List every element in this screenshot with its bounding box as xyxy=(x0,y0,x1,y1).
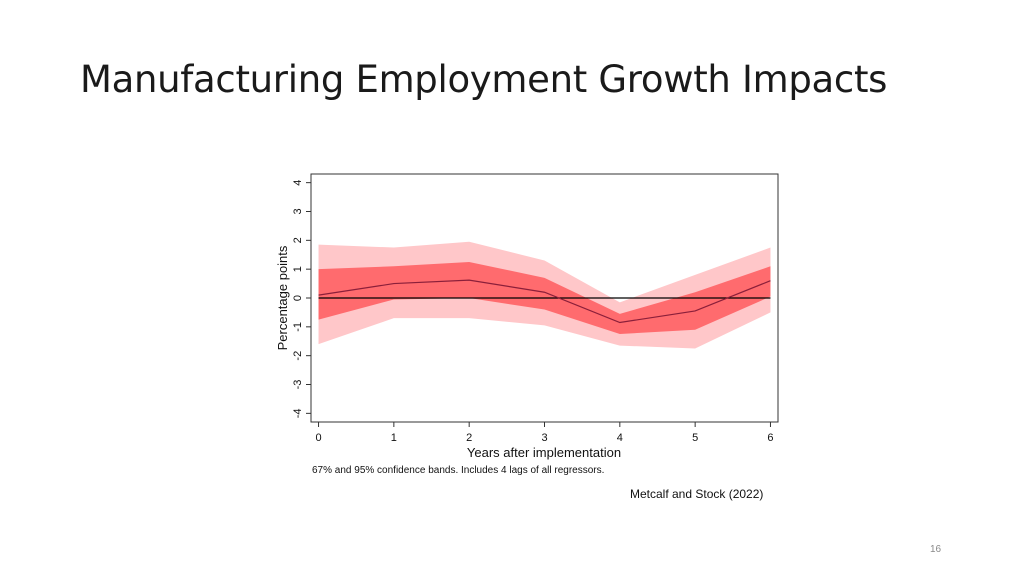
x-tick-label: 4 xyxy=(617,432,623,444)
confidence-bands xyxy=(318,241,771,349)
y-tick-label: 4 xyxy=(292,180,304,186)
x-axis-label: Years after implementation xyxy=(467,445,621,460)
source-citation: Metcalf and Stock (2022) xyxy=(630,487,764,501)
x-tick-label: 0 xyxy=(315,432,321,444)
x-tick-label: 2 xyxy=(466,432,472,444)
y-tick-label: -4 xyxy=(292,408,304,418)
y-axis: -4 -3 -2 -1 0 1 2 3 4 xyxy=(292,180,311,418)
y-tick-label: 0 xyxy=(292,295,304,301)
y-tick-label: -1 xyxy=(292,322,304,332)
x-axis: 0 1 2 3 4 5 6 xyxy=(315,422,774,444)
y-tick-label: -2 xyxy=(292,351,304,361)
y-tick-label: -3 xyxy=(292,380,304,390)
y-tick-label: 3 xyxy=(292,208,304,214)
x-tick-label: 1 xyxy=(391,432,397,444)
y-tick-label: 1 xyxy=(292,266,304,272)
slide-title: Manufacturing Employment Growth Impacts xyxy=(80,58,888,101)
x-tick-label: 5 xyxy=(692,432,698,444)
chart-lines xyxy=(318,279,771,324)
y-axis-label: Percentage points xyxy=(275,245,290,350)
chart-note: 67% and 95% confidence bands. Includes 4… xyxy=(312,465,604,476)
x-tick-label: 6 xyxy=(767,432,773,444)
point-estimate-line xyxy=(318,279,771,324)
x-tick-label: 3 xyxy=(541,432,547,444)
page-number: 16 xyxy=(930,544,942,555)
y-tick-label: 2 xyxy=(292,237,304,243)
